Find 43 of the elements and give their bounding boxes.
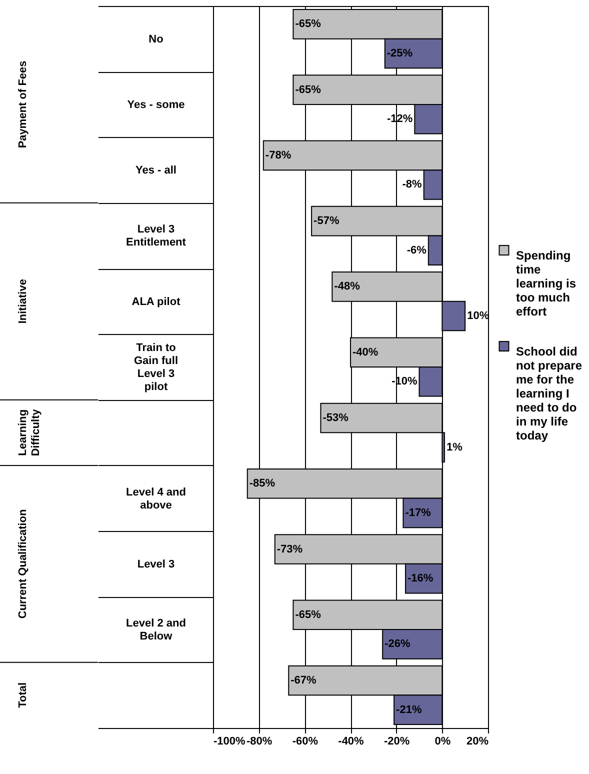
text: Learning Difficulty bbox=[17, 408, 42, 456]
data-label: -65% bbox=[295, 608, 322, 621]
data-label: -6% bbox=[406, 244, 427, 256]
data-label: -26% bbox=[384, 638, 410, 650]
x-tick-label: -100% bbox=[214, 736, 246, 748]
data-label: -57% bbox=[314, 215, 340, 228]
data-label: -85% bbox=[249, 478, 276, 490]
x-tick-label: -40% bbox=[338, 736, 364, 748]
y-tick-label: Level 3 Entitlement bbox=[126, 224, 186, 249]
y-tick-label: No bbox=[148, 33, 164, 46]
text: Payment of Fees bbox=[17, 60, 29, 148]
legend-label: Spending time learning is too much effort bbox=[516, 248, 576, 318]
legend-label: School did not prepare me for the learning I need to do in my life today bbox=[516, 344, 582, 442]
data-label: 10% bbox=[467, 310, 490, 322]
data-label: -53% bbox=[322, 412, 349, 424]
x-tick-label: 0% bbox=[434, 736, 451, 748]
data-label: -25% bbox=[386, 47, 413, 60]
y-tick-label: Train to Gain full Level 3 pilot bbox=[134, 342, 178, 393]
y-tick-label: ALA pilot bbox=[132, 296, 181, 308]
text: Initiative bbox=[17, 279, 29, 324]
x-tick-label: -20% bbox=[384, 736, 410, 748]
y-tick-label: Yes - all bbox=[136, 164, 176, 177]
text: Total bbox=[17, 682, 29, 708]
data-label: -16% bbox=[408, 572, 434, 585]
y-tick-label: Yes - some bbox=[127, 98, 185, 111]
data-label: -65% bbox=[295, 18, 322, 30]
y-tick-label: Level 3 bbox=[137, 558, 175, 570]
x-tick-label: -80% bbox=[246, 736, 272, 748]
data-label: -17% bbox=[405, 506, 432, 519]
x-tick-label: -60% bbox=[292, 736, 318, 748]
data-label: -78% bbox=[265, 149, 292, 162]
data-label: -65% bbox=[295, 84, 322, 96]
x-tick-label: 20% bbox=[466, 736, 489, 748]
data-label: -8% bbox=[402, 178, 422, 191]
data-label: -67% bbox=[290, 674, 317, 687]
y-tick-label: Level 2 and Below bbox=[126, 618, 186, 643]
data-label: -48% bbox=[334, 280, 360, 293]
text: Current Qualification bbox=[17, 508, 29, 619]
y-tick-label: Level 4 and above bbox=[126, 486, 186, 512]
data-label: -21% bbox=[396, 704, 422, 716]
data-label: -73% bbox=[276, 543, 303, 556]
data-label: -40% bbox=[352, 346, 378, 358]
data-label: 1% bbox=[446, 441, 463, 454]
